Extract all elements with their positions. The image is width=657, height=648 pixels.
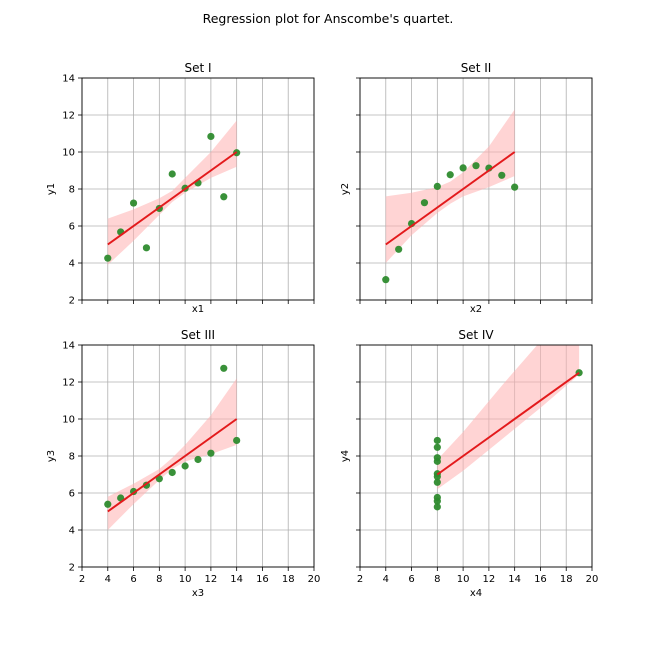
data-point <box>168 170 176 178</box>
x-tick-label: 10 <box>179 574 192 585</box>
x-tick-label: 4 <box>383 574 389 585</box>
panel-2: Set II x2 y2 <box>340 61 593 315</box>
x-tick-label: 6 <box>408 574 414 585</box>
x-tick-label: 10 <box>457 574 470 585</box>
data-point <box>433 478 441 486</box>
x-axis-label: x1 <box>192 304 204 315</box>
x-axis-label: x4 <box>470 588 482 599</box>
x-tick-label: 18 <box>560 574 573 585</box>
y-axis-label: y2 <box>340 183 351 195</box>
data-point <box>207 449 215 457</box>
x-axis-label: x2 <box>470 304 482 315</box>
x-tick-label: 8 <box>434 574 440 585</box>
panel-title: Set I <box>184 61 211 75</box>
confidence-band <box>437 345 580 490</box>
y-tick-label: 2 <box>69 296 75 307</box>
data-point <box>382 276 390 284</box>
y-tick-label: 12 <box>62 378 75 389</box>
figure-title: Regression plot for Anscombe's quartet. <box>203 11 454 26</box>
confidence-band <box>385 109 515 263</box>
regression-line <box>385 151 516 246</box>
data-point <box>233 436 241 445</box>
x-tick-label: 16 <box>534 574 547 585</box>
data-point <box>207 132 215 141</box>
x-tick-label: 14 <box>230 574 243 585</box>
panel-3: 2 4 6 8 10 12 14 16 18 20 2 4 6 8 10 12 14 Set III x3 y3 <box>46 328 320 599</box>
confidence-band <box>107 378 237 530</box>
y-tick-label: 8 <box>69 185 75 196</box>
y-tick-label: 6 <box>69 489 75 500</box>
y-tick-label: 14 <box>62 74 75 85</box>
y-tick-label: 8 <box>69 452 75 463</box>
x-tick-label: 2 <box>79 574 85 585</box>
data-point <box>168 468 176 477</box>
x-tick-label: 4 <box>105 574 111 585</box>
x-tick-label: 18 <box>282 574 295 585</box>
x-tick-label: 12 <box>483 574 496 585</box>
confidence-band <box>107 120 237 265</box>
x-tick-label: 14 <box>508 574 521 585</box>
panel-title: Set IV <box>458 328 494 342</box>
data-point <box>472 162 480 170</box>
x-tick-label: 16 <box>256 574 269 585</box>
data-point <box>220 193 228 201</box>
data-point <box>142 244 151 252</box>
data-point <box>511 183 519 191</box>
data-point <box>395 245 403 253</box>
x-axis-label: x3 <box>192 588 204 599</box>
data-point <box>498 171 506 179</box>
regression-line <box>107 151 238 246</box>
y-tick-label: 14 <box>62 341 75 352</box>
y-axis-label: y1 <box>46 183 57 195</box>
data-point <box>104 500 112 508</box>
y-tick-label: 12 <box>62 111 75 122</box>
x-tick-label: 2 <box>357 574 363 585</box>
y-tick-label: 4 <box>69 259 75 270</box>
data-point <box>433 503 441 511</box>
regression-line <box>107 418 238 513</box>
panel-1: 2 4 6 8 10 12 14 Set I x1 y1 <box>46 61 315 315</box>
panel-title: Set II <box>461 61 492 75</box>
panel-title: Set III <box>181 328 215 342</box>
x-tick-label: 6 <box>130 574 136 585</box>
y-axis-label: y4 <box>340 450 351 462</box>
data-point <box>433 472 441 481</box>
y-tick-label: 4 <box>69 526 75 537</box>
y-tick-label: 10 <box>62 415 75 426</box>
data-point <box>420 199 429 207</box>
y-tick-label: 2 <box>69 563 75 574</box>
x-tick-label: 8 <box>156 574 162 585</box>
x-tick-label: 12 <box>205 574 218 585</box>
data-point <box>433 443 441 451</box>
data-point <box>433 182 441 191</box>
y-tick-label: 6 <box>69 222 75 233</box>
y-axis-label: y3 <box>46 450 57 462</box>
data-point <box>459 164 467 172</box>
x-tick-label: 20 <box>308 574 321 585</box>
data-point <box>181 462 189 470</box>
x-tick-label: 20 <box>586 574 599 585</box>
data-point <box>433 497 441 505</box>
data-point <box>446 171 454 179</box>
regression-line <box>436 371 580 476</box>
data-point <box>194 455 202 464</box>
data-point <box>129 199 138 207</box>
data-point <box>433 454 441 462</box>
y-tick-label: 10 <box>62 148 75 159</box>
panel-4: 2 4 6 8 10 12 14 16 18 20 Set IV x4 y4 <box>340 328 598 599</box>
data-point <box>433 436 441 445</box>
data-point <box>104 254 112 262</box>
data-point <box>220 364 228 372</box>
